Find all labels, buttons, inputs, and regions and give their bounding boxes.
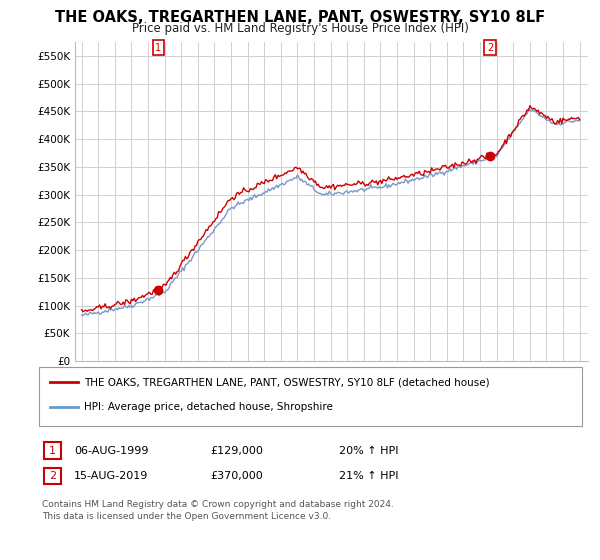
Text: £370,000: £370,000 bbox=[210, 471, 263, 481]
Text: £129,000: £129,000 bbox=[210, 446, 263, 456]
Text: THE OAKS, TREGARTHEN LANE, PANT, OSWESTRY, SY10 8LF: THE OAKS, TREGARTHEN LANE, PANT, OSWESTR… bbox=[55, 10, 545, 25]
Text: 1: 1 bbox=[49, 446, 56, 456]
Text: 21% ↑ HPI: 21% ↑ HPI bbox=[339, 471, 398, 481]
Text: THE OAKS, TREGARTHEN LANE, PANT, OSWESTRY, SY10 8LF (detached house): THE OAKS, TREGARTHEN LANE, PANT, OSWESTR… bbox=[84, 377, 490, 388]
Text: 2: 2 bbox=[487, 43, 493, 53]
Text: HPI: Average price, detached house, Shropshire: HPI: Average price, detached house, Shro… bbox=[84, 402, 333, 412]
Text: 15-AUG-2019: 15-AUG-2019 bbox=[74, 471, 148, 481]
Text: Price paid vs. HM Land Registry's House Price Index (HPI): Price paid vs. HM Land Registry's House … bbox=[131, 22, 469, 35]
Text: 06-AUG-1999: 06-AUG-1999 bbox=[74, 446, 148, 456]
Text: 1: 1 bbox=[155, 43, 161, 53]
Text: 2: 2 bbox=[49, 471, 56, 481]
Text: 20% ↑ HPI: 20% ↑ HPI bbox=[339, 446, 398, 456]
Text: Contains HM Land Registry data © Crown copyright and database right 2024.
This d: Contains HM Land Registry data © Crown c… bbox=[42, 500, 394, 521]
